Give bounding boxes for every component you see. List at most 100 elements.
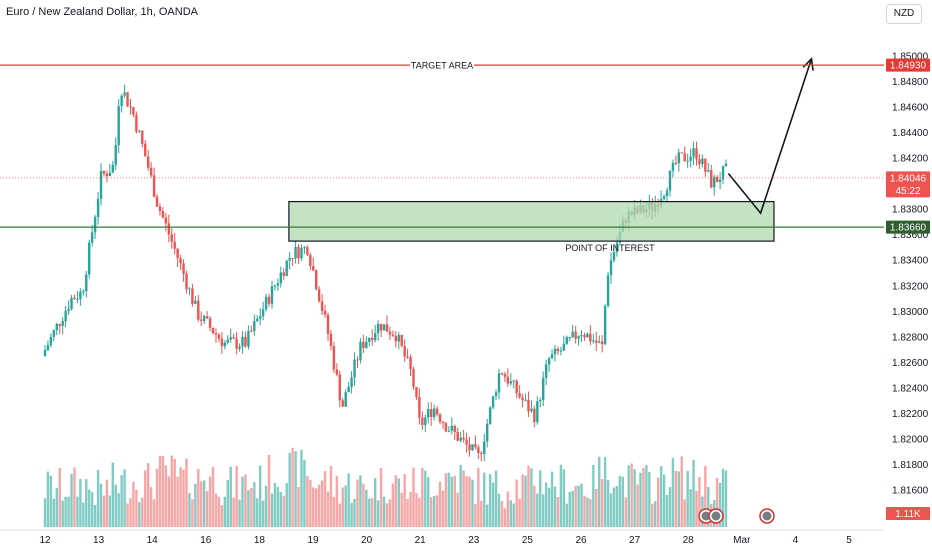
candle-body-103	[347, 386, 350, 393]
volume-bar-104	[350, 502, 353, 527]
candle-body-76	[267, 296, 271, 304]
level-lines: TARGET AREA	[0, 59, 884, 228]
volume-bar-86	[297, 486, 300, 527]
volume-bar-48	[185, 458, 188, 527]
target-label-bg	[410, 59, 474, 72]
x-tick-5: 19	[307, 535, 319, 546]
volume-bar-41	[164, 465, 168, 527]
candle-body-169	[542, 378, 545, 401]
candle-body-180	[574, 331, 577, 339]
volume-bar-30	[132, 481, 135, 527]
volume-bar-152	[491, 482, 495, 527]
volume-bar-202	[639, 472, 642, 527]
candle-body-186	[592, 340, 595, 342]
volume-bar-175	[559, 464, 563, 527]
candle-body-136	[444, 423, 448, 432]
volume-bar-31	[135, 489, 138, 527]
volume-bar-143	[465, 476, 468, 527]
volume-bar-192	[609, 493, 613, 527]
candle-body-93	[317, 289, 321, 302]
x-tick-8: 23	[468, 535, 480, 546]
volume-bar-63	[229, 466, 232, 527]
volume-bar-76	[267, 454, 271, 527]
candle-body-63	[229, 337, 232, 340]
x-tick-7: 21	[415, 535, 427, 546]
volume-bar-99	[335, 475, 339, 527]
candle-body-57	[211, 327, 215, 334]
candle-body-96	[326, 314, 330, 334]
volume-bar-114	[379, 467, 383, 527]
candle-body-163	[524, 399, 527, 401]
volume-bar-32	[138, 502, 141, 527]
volume-bar-19	[99, 483, 103, 527]
volume-bar-132	[432, 495, 436, 527]
candle-body-102	[344, 392, 347, 407]
volume-bar-90	[309, 479, 312, 527]
volume-bar-89	[306, 475, 309, 527]
x-tick-4: 18	[254, 535, 266, 546]
volume-bar-66	[238, 499, 241, 527]
volume-bar-23	[111, 462, 115, 527]
candle-body-106	[356, 359, 359, 361]
volume-bar-174	[556, 497, 560, 527]
y-tick-14: 1.82200	[892, 409, 929, 420]
candle-body-168	[539, 400, 542, 402]
candle-body-140	[456, 431, 459, 441]
volume-bar-107	[359, 475, 362, 527]
volume-bar-14	[85, 479, 88, 527]
candle-body-62	[226, 339, 229, 343]
volume-bar-142	[462, 470, 465, 527]
x-tick-11: 27	[629, 535, 641, 546]
candle-body-77	[270, 286, 274, 304]
poi-label: POINT OF INTEREST	[565, 243, 655, 253]
volume-bar-215	[677, 471, 681, 527]
volume-bar-3	[52, 498, 56, 527]
candle-body-221	[695, 148, 698, 160]
candle-body-165	[530, 408, 533, 412]
volume-bar-179	[571, 490, 574, 527]
volume-bar-18	[96, 469, 100, 527]
candle-body-112	[373, 333, 377, 341]
volume-bar-146	[474, 503, 477, 527]
volume-bar-170	[544, 482, 548, 527]
x-tick-9: 25	[522, 535, 534, 546]
currency-badge[interactable]: NZD	[886, 4, 922, 24]
candle-body-46	[179, 258, 182, 264]
candle-body-154	[497, 373, 501, 393]
volume-bar-231	[724, 470, 728, 527]
y-tick-9: 1.83200	[892, 281, 929, 292]
volume-bar-83	[288, 452, 291, 527]
candle-body-212	[668, 170, 672, 191]
time-axis: 12 13 14 16 18 19 20 21 23 25 26 27 28 Mar 4 5	[0, 529, 884, 546]
candle-body-167	[536, 401, 539, 423]
candle-body-95	[323, 310, 327, 315]
candle-body-110	[368, 337, 371, 342]
volume-bar-0	[43, 498, 47, 527]
candle-body-69	[247, 330, 250, 347]
candle-body-224	[704, 158, 707, 172]
volume-bar-5	[58, 467, 61, 527]
volume-bar-71	[253, 482, 256, 527]
volume-bar-108	[362, 483, 365, 527]
candle-body-92	[315, 270, 318, 290]
x-tick-14: 4	[793, 535, 799, 546]
volume-bar-44	[173, 458, 176, 527]
candle-body-3	[52, 330, 56, 337]
candle-body-12	[79, 291, 82, 299]
volume-bar-51	[194, 483, 197, 527]
volume-bar-149	[483, 472, 486, 527]
candle-body-49	[188, 288, 191, 290]
candle-body-89	[306, 247, 309, 255]
candle-body-37	[152, 175, 156, 197]
volume-bar-130	[427, 477, 430, 527]
candle-body-48	[185, 273, 188, 290]
volume-bar-98	[332, 496, 336, 527]
y-tick-10: 1.83000	[892, 307, 929, 318]
volume-bar-75	[264, 485, 268, 527]
candle-body-80	[279, 272, 283, 284]
candle-body-25	[117, 106, 120, 146]
candle-body-99	[335, 369, 339, 375]
candle-body-223	[701, 158, 704, 165]
volume-bar-119	[394, 475, 398, 527]
